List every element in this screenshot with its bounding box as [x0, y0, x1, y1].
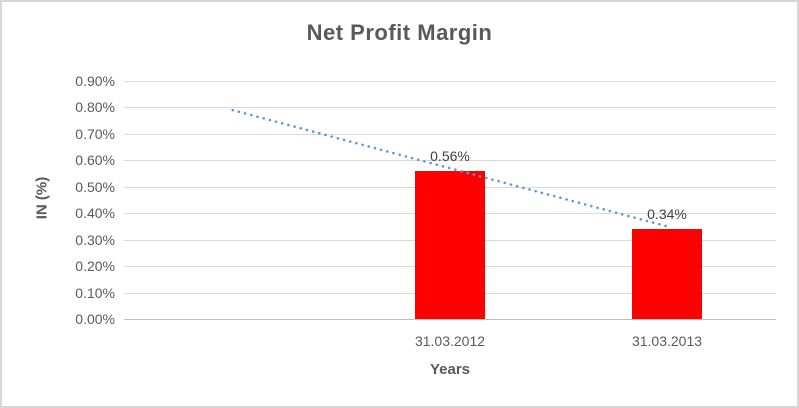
trendline: [231, 108, 669, 228]
trendline-path: [231, 108, 669, 228]
gridline: [124, 134, 776, 135]
x-tick-label: 31.03.2012: [414, 333, 486, 349]
y-tick-label: 0.50%: [75, 179, 115, 195]
bar-31.03.2012: [415, 171, 485, 319]
y-tick-label: 0.00%: [75, 311, 115, 327]
y-tick-label: 0.60%: [75, 152, 115, 168]
bar-31.03.2013: [632, 229, 702, 319]
y-tick-label: 0.80%: [75, 99, 115, 115]
y-tick-label: 0.70%: [75, 126, 115, 142]
y-tick-label: 0.20%: [75, 258, 115, 274]
y-tick-label: 0.30%: [75, 232, 115, 248]
plot-area: 0.56% 0.34%: [124, 81, 776, 320]
gridline: [124, 319, 776, 320]
data-label: 0.56%: [430, 148, 470, 164]
y-tick-label: 0.10%: [75, 285, 115, 301]
gridline: [124, 107, 776, 108]
chart-title: Net Profit Margin: [306, 20, 493, 45]
data-label: 0.34%: [647, 206, 687, 222]
y-tick-label: 0.90%: [75, 73, 115, 89]
gridline: [124, 160, 776, 161]
y-tick-label: 0.40%: [75, 205, 115, 221]
gridline: [124, 81, 776, 82]
x-axis-title: Years: [429, 361, 471, 378]
x-tick-label: 31.03.2013: [631, 333, 703, 349]
